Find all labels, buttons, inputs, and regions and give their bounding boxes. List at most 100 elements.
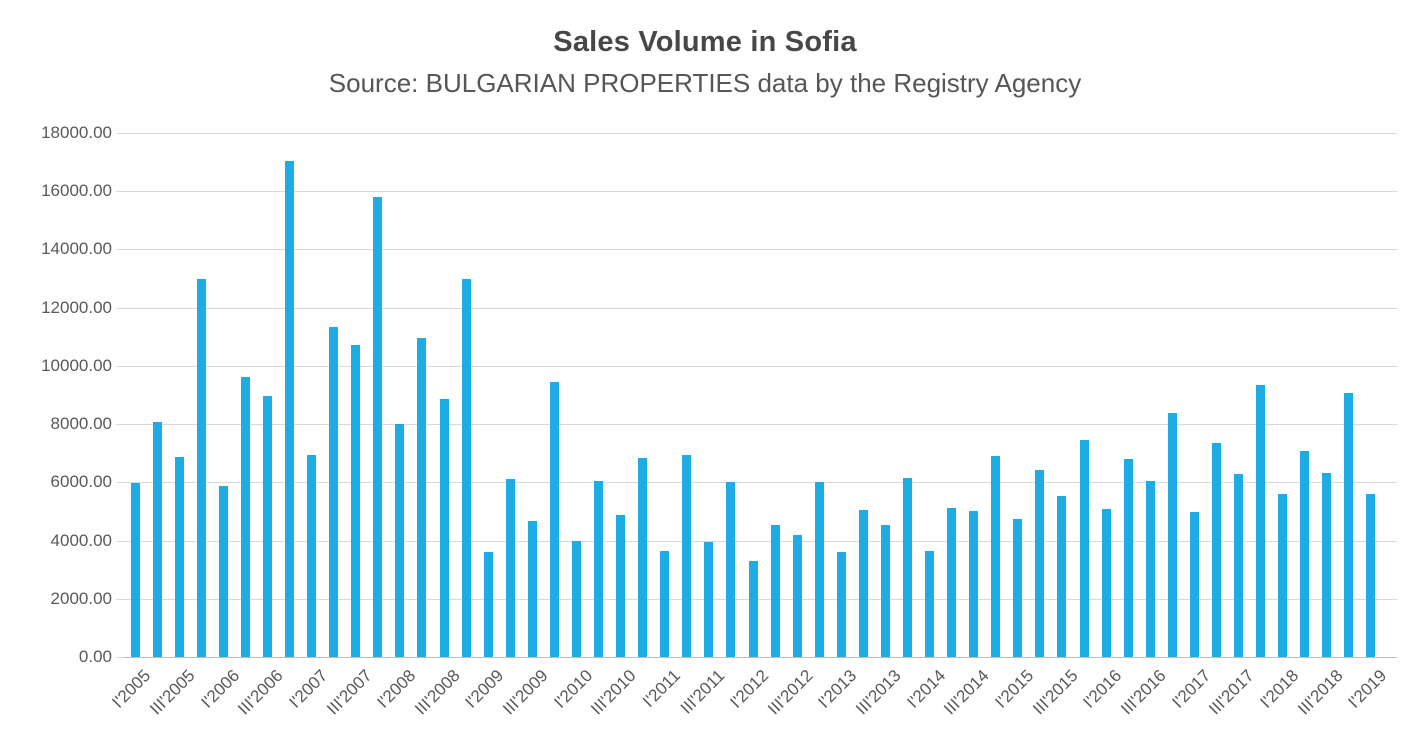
bar — [1035, 469, 1045, 657]
y-axis-label: 4000.00 — [50, 530, 112, 550]
bar — [991, 455, 1001, 657]
bar — [461, 278, 471, 657]
chart-subtitle: Source: BULGARIAN PROPERTIES data by the… — [328, 68, 1082, 98]
gridline — [124, 482, 1397, 484]
bar — [1300, 451, 1310, 657]
bar — [770, 524, 780, 657]
bar — [1366, 493, 1376, 657]
bar — [1278, 494, 1288, 657]
bar — [395, 423, 405, 657]
x-axis-label: III'2017 — [1205, 666, 1258, 719]
bar — [704, 542, 714, 657]
y-axis-label: 10000.00 — [41, 355, 112, 375]
x-axis-label: III'2007 — [322, 666, 376, 719]
bar — [505, 478, 515, 657]
bar — [925, 551, 935, 657]
gridline — [124, 424, 1397, 426]
y-axis-tick — [116, 307, 124, 309]
gridline — [124, 540, 1397, 542]
y-axis-tick — [116, 657, 124, 658]
bar — [792, 535, 802, 657]
bar — [836, 552, 846, 657]
y-axis-label: 0.00 — [78, 647, 112, 666]
bar — [218, 485, 228, 657]
chart-title: Sales Volume in Sofia — [553, 26, 857, 58]
x-axis-label: III'2009 — [499, 666, 552, 719]
bar — [152, 422, 162, 657]
y-axis-tick — [116, 482, 124, 484]
bar — [130, 483, 140, 657]
bar — [417, 338, 427, 657]
bar — [439, 399, 449, 657]
bar — [1256, 384, 1266, 657]
bar — [682, 455, 692, 657]
bar — [594, 481, 603, 657]
bar — [196, 279, 206, 657]
bar — [527, 521, 537, 657]
bar — [902, 478, 912, 657]
bar — [1145, 481, 1155, 657]
bar — [858, 510, 868, 657]
bar — [1322, 472, 1332, 657]
y-axis-tick — [116, 365, 124, 367]
x-axis-label: III'2018 — [1293, 666, 1347, 719]
bar — [262, 395, 272, 657]
bar — [1079, 439, 1089, 657]
bar — [307, 454, 317, 657]
bar — [814, 481, 824, 657]
gridline — [124, 249, 1397, 251]
bar — [947, 507, 957, 657]
y-axis-label: 18000.00 — [41, 123, 112, 142]
y-axis-tick — [116, 191, 124, 193]
x-axis-label: III'2008 — [410, 666, 464, 719]
gridline — [124, 598, 1397, 600]
bar — [373, 197, 383, 657]
x-axis-label: III'2006 — [234, 666, 287, 719]
bar — [1344, 392, 1354, 657]
gridline — [124, 133, 1397, 134]
y-axis-tick — [116, 540, 124, 542]
x-axis-label: III'2015 — [1028, 666, 1082, 719]
y-axis-label: 8000.00 — [50, 414, 112, 434]
bar — [880, 525, 890, 657]
bar — [660, 551, 670, 657]
gridline — [124, 191, 1397, 193]
x-axis-label: III'2013 — [852, 666, 905, 719]
gridline — [124, 307, 1397, 309]
x-axis-label: III'2014 — [940, 666, 994, 719]
bar — [351, 344, 361, 657]
bar — [1101, 508, 1111, 657]
bar — [726, 482, 736, 657]
x-axis-label: I'2019 — [1344, 666, 1391, 712]
y-axis-tick — [116, 598, 124, 600]
bar — [1057, 496, 1067, 657]
bar — [1189, 511, 1199, 657]
x-axis-line — [124, 657, 1397, 658]
bar — [969, 511, 979, 657]
y-axis-label: 6000.00 — [50, 472, 112, 492]
y-axis-tick — [116, 249, 124, 251]
y-axis-label: 12000.00 — [41, 297, 112, 317]
bar — [1013, 519, 1023, 657]
x-axis-label: III'2011 — [676, 666, 729, 718]
y-axis-tick — [116, 424, 124, 426]
bar — [1123, 459, 1133, 657]
bar — [1211, 442, 1221, 657]
y-axis-label: 16000.00 — [41, 181, 112, 201]
bar — [748, 561, 758, 657]
bar — [571, 541, 581, 657]
y-axis-tick — [116, 133, 124, 134]
bar — [549, 382, 559, 657]
gridline — [124, 365, 1397, 367]
x-axis-label: III'2010 — [587, 666, 641, 719]
bar — [1234, 474, 1244, 657]
x-axis-label: III'2012 — [764, 666, 817, 719]
bar — [638, 458, 648, 657]
bar — [240, 377, 250, 657]
bar — [616, 514, 626, 657]
y-axis-label: 14000.00 — [41, 239, 112, 259]
bar — [483, 552, 493, 657]
bar — [285, 160, 295, 657]
x-axis-label: III'2016 — [1117, 666, 1170, 719]
